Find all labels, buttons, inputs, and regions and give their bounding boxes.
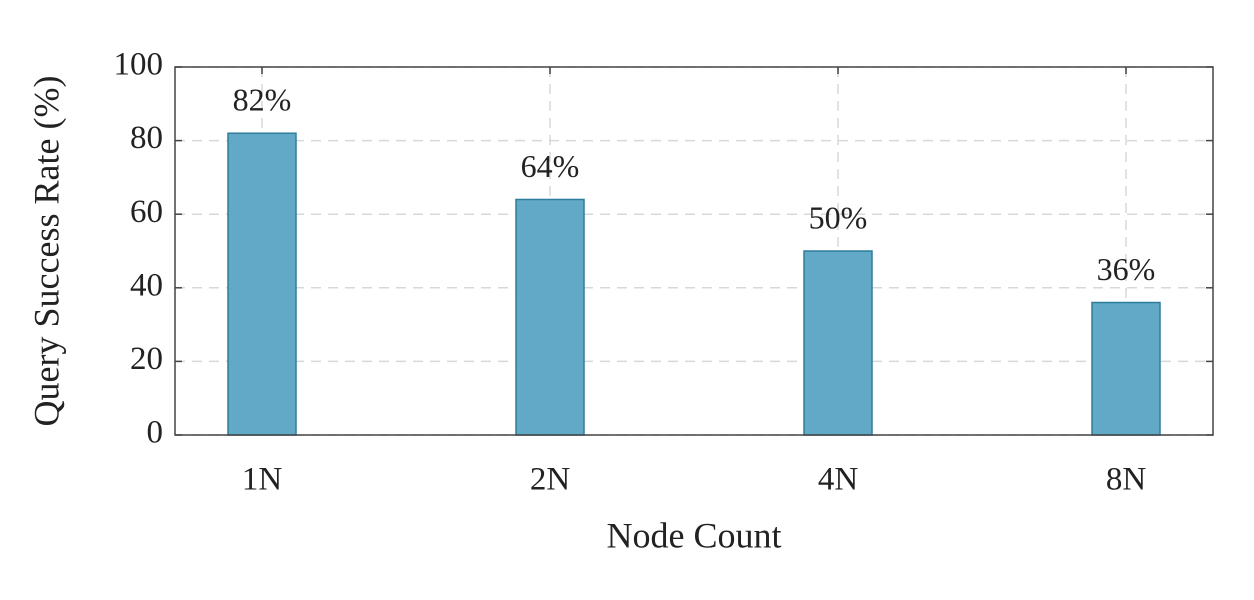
x-tick-label: 8N (1106, 462, 1147, 498)
bar (227, 132, 297, 436)
x-axis-label: Node Count (607, 515, 782, 555)
y-tick-label: 80 (130, 120, 163, 156)
y-tick-label: 0 (147, 415, 164, 451)
x-tick-label: 1N (242, 462, 283, 498)
bar (1091, 301, 1161, 436)
y-tick-label: 20 (130, 341, 163, 377)
bar (515, 198, 585, 436)
y-tick-label: 40 (130, 267, 163, 303)
value-label: 64% (521, 148, 580, 184)
y-axis-label: Query Success Rate (%) (26, 76, 66, 427)
value-label: 82% (233, 82, 292, 118)
x-tick-label: 2N (530, 462, 571, 498)
value-label: 50% (809, 199, 868, 235)
value-label: 36% (1097, 251, 1156, 287)
x-tick-label: 4N (818, 462, 859, 498)
plot-frame (174, 66, 1214, 436)
y-tick-label: 60 (130, 194, 163, 230)
bar (803, 250, 873, 436)
y-tick-label: 100 (114, 47, 164, 83)
